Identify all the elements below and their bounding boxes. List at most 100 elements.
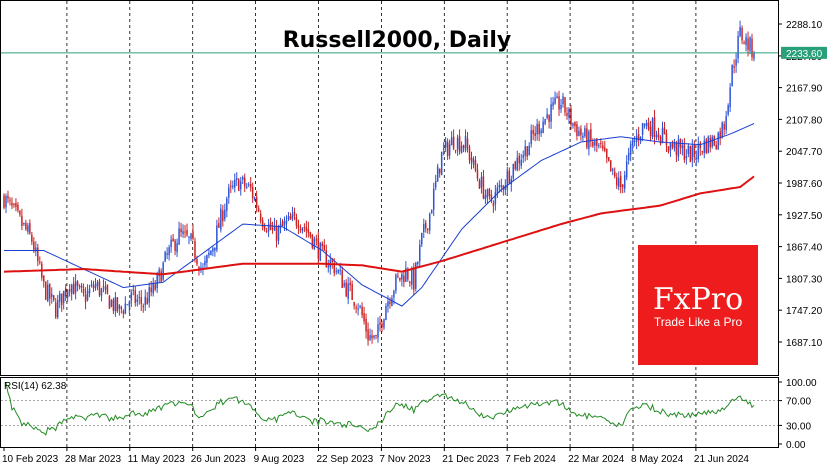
candle-body (351, 284, 353, 301)
candle-body (253, 197, 256, 201)
candle-body (468, 147, 471, 161)
candle-body (33, 241, 35, 252)
candle-body (186, 229, 188, 236)
candle-body (271, 228, 274, 230)
candle-body (319, 243, 322, 261)
candle-body (486, 189, 489, 198)
candle-body (190, 233, 192, 240)
candle-body (510, 179, 513, 185)
candle-body (321, 243, 324, 247)
candle-body (558, 96, 560, 110)
candle-body (287, 216, 290, 220)
candle-body (391, 298, 393, 306)
x-tick-label: 22 Sep 2023 (317, 454, 374, 465)
candle-body (353, 302, 355, 306)
candle-body (568, 108, 570, 118)
candle-body (299, 228, 302, 230)
candle-body (373, 335, 375, 338)
candle-body (281, 221, 284, 226)
candle-body (303, 227, 306, 229)
candle-body (482, 176, 485, 199)
candle-body (114, 297, 117, 312)
candle-body (277, 226, 280, 241)
candle-body (572, 123, 574, 126)
candle-body (544, 119, 546, 124)
candle-body (166, 253, 168, 255)
x-tick-label: 8 May 2024 (631, 454, 684, 465)
candle-body (3, 195, 5, 208)
candle-body (703, 140, 706, 154)
candle-body (168, 247, 170, 256)
candle-body (701, 151, 704, 153)
candle-body (512, 163, 515, 179)
candle-body (104, 286, 107, 290)
candle-body (285, 220, 288, 224)
candle-body (534, 133, 536, 136)
candle-body (719, 131, 721, 139)
candle-body (421, 232, 423, 245)
candle-body (35, 247, 37, 252)
candle-body (21, 215, 23, 226)
candle-body (94, 283, 97, 289)
rsi-line (5, 382, 755, 436)
candle-body (470, 157, 473, 163)
candle-body (154, 284, 156, 290)
candle-body (699, 142, 702, 149)
candle-body (25, 222, 27, 230)
candle-body (464, 136, 467, 151)
candle-body (570, 108, 572, 125)
candle-body (188, 236, 190, 238)
candle-body (727, 105, 729, 115)
candle-body (136, 299, 139, 302)
candle-body (413, 267, 415, 290)
candle-body (273, 225, 276, 231)
candle-body (500, 185, 503, 187)
candle-body (176, 243, 178, 253)
candle-body (649, 126, 652, 137)
candle-body (146, 297, 148, 305)
candle-body (122, 311, 125, 314)
candle-body (615, 177, 618, 186)
candle-body (629, 144, 632, 155)
candle-body (307, 228, 310, 233)
candle-body (432, 188, 435, 210)
candle-body (214, 247, 216, 251)
candle-body (685, 156, 688, 159)
candle-body (64, 288, 67, 297)
candle-body (645, 122, 648, 127)
candle-body (134, 290, 137, 303)
candle-body (450, 137, 453, 146)
candle-body (584, 128, 586, 137)
candle-body (130, 292, 133, 301)
rsi-tick-label: 30.00 (786, 421, 811, 432)
candle-body (118, 305, 121, 309)
candle-body (88, 288, 91, 293)
candle-body (393, 290, 395, 298)
candle-body (162, 262, 164, 280)
x-tick-label: 21 Dec 2023 (442, 454, 499, 465)
candle-body (743, 42, 745, 44)
candle-body (311, 234, 314, 248)
candle-body (241, 177, 244, 180)
candle-body (345, 282, 347, 297)
candle-body (54, 302, 57, 318)
candle-body (305, 227, 308, 231)
candle-body (226, 198, 228, 211)
candle-body (337, 270, 339, 273)
candle-body (602, 145, 604, 149)
candle-body (148, 287, 150, 303)
candle-body (554, 97, 556, 104)
candle-body (705, 139, 708, 153)
candle-body (582, 135, 584, 138)
candle-body (677, 139, 680, 157)
candle-body (172, 238, 174, 242)
candle-body (361, 306, 363, 316)
candle-body (333, 263, 335, 274)
candle-body (343, 283, 345, 287)
y-tick-label: 1987.60 (786, 179, 823, 190)
candle-body (335, 270, 337, 272)
candle-body (349, 282, 351, 286)
candle-body (446, 141, 449, 157)
candle-body (60, 293, 63, 306)
chart-title: Russell2000, Daily (283, 28, 512, 53)
